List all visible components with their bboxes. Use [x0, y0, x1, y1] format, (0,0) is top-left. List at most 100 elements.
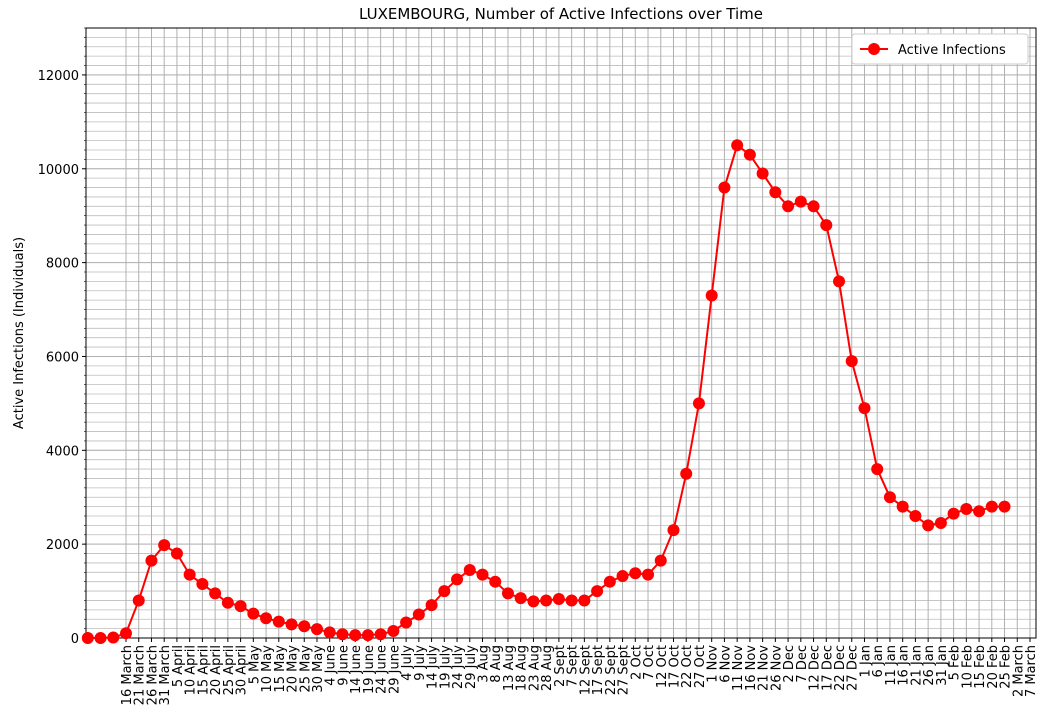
x-tick-label: 25 May — [298, 645, 313, 693]
data-point — [501, 587, 514, 600]
data-point — [629, 567, 642, 580]
data-point — [654, 554, 667, 567]
x-tick-label: 29 June — [387, 645, 402, 694]
data-point — [361, 629, 374, 642]
x-tick-label: 30 May — [311, 645, 326, 693]
x-tick-label: 7 Dec — [795, 645, 810, 683]
x-tick-label: 22 Dec — [833, 645, 848, 691]
y-tick-label: 2000 — [46, 538, 79, 553]
data-point — [794, 195, 807, 208]
data-point — [922, 519, 935, 532]
data-point — [298, 620, 311, 633]
x-tick-label: 18 Aug — [515, 645, 530, 691]
data-point — [209, 587, 222, 600]
x-tick-label: 10 April — [184, 645, 199, 695]
x-tick-label: 12 Sept — [578, 645, 593, 695]
x-tick-label: 5 April — [171, 645, 186, 687]
data-point — [642, 568, 655, 581]
data-point — [387, 624, 400, 637]
data-point — [973, 505, 986, 518]
x-tick-label: 20 May — [286, 645, 301, 693]
data-point — [527, 595, 540, 608]
data-point — [310, 623, 323, 636]
x-tick-label: 2 Sept — [553, 645, 568, 687]
data-point — [858, 402, 871, 415]
x-tick-label: 9 July — [413, 645, 428, 681]
data-point — [247, 607, 260, 620]
data-point — [947, 507, 960, 520]
data-point — [94, 632, 107, 644]
data-point — [412, 608, 425, 621]
x-tick-label: 15 Feb — [973, 645, 988, 689]
x-tick-label: 2 Dec — [782, 645, 797, 683]
x-tick-label: 10 Feb — [960, 645, 975, 689]
legend-marker — [868, 43, 880, 55]
data-point — [998, 500, 1011, 513]
x-tick-label: 17 Sept — [591, 645, 606, 695]
x-tick-label: 16 March — [120, 645, 135, 705]
x-tick-label: 4 June — [324, 645, 339, 686]
y-tick-label: 8000 — [46, 257, 79, 272]
data-point — [400, 616, 413, 629]
x-tick-label: 19 June — [362, 645, 377, 694]
x-tick-label: 5 May — [247, 645, 262, 685]
x-tick-label: 20 Feb — [986, 645, 1001, 689]
chart-title: LUXEMBOURG, Number of Active Infections … — [359, 5, 763, 23]
data-point — [183, 568, 196, 581]
x-tick-label: 12 Dec — [808, 645, 823, 691]
y-axis-label: Active Infections (Individuals) — [12, 237, 27, 429]
data-point — [120, 627, 132, 640]
x-tick-label: 6 Jan — [871, 645, 886, 677]
y-tick-label: 0 — [71, 632, 79, 647]
x-tick-label: 26 Nov — [769, 645, 784, 691]
data-point — [132, 594, 145, 607]
data-point — [960, 502, 973, 515]
data-point — [336, 628, 349, 641]
x-tick-label: 2 March — [1011, 645, 1026, 697]
data-point — [514, 592, 527, 605]
data-point — [845, 355, 858, 368]
data-point — [438, 585, 451, 598]
data-point — [489, 575, 502, 588]
y-tick-label: 6000 — [46, 350, 79, 365]
x-tick-label: 4 July — [400, 645, 415, 681]
legend-box — [851, 33, 1029, 65]
x-tick-label: 27 Dec — [846, 645, 861, 691]
x-tick-label: 16 Nov — [744, 645, 759, 691]
data-point — [221, 596, 234, 609]
plot-frame — [85, 27, 1037, 639]
x-tick-label: 8 Aug — [489, 645, 504, 683]
x-tick-label: 10 May — [260, 645, 275, 693]
data-point — [591, 585, 604, 598]
x-tick-label: 28 Aug — [540, 645, 555, 691]
y-tick-label: 4000 — [46, 444, 79, 459]
data-point — [603, 575, 616, 588]
x-tick-label: 16 Jan — [897, 645, 912, 686]
x-tick-label: 31 March — [158, 645, 173, 705]
data-point — [272, 615, 285, 628]
data-point — [718, 181, 731, 194]
x-tick-label: 26 March — [145, 645, 160, 705]
x-tick-label: 15 May — [273, 645, 288, 693]
x-tick-label: 24 July — [451, 645, 466, 689]
x-tick-label: 24 June — [375, 645, 390, 694]
x-tick-label: 29 July — [464, 645, 479, 689]
data-point — [883, 491, 896, 504]
x-tick-label: 19 July — [438, 645, 453, 689]
x-tick-label: 7 Sept — [566, 645, 581, 687]
data-point — [158, 539, 171, 552]
x-tick-label: 7 Oct — [642, 645, 657, 680]
data-point — [692, 397, 705, 410]
data-point — [463, 563, 476, 576]
data-point — [196, 578, 209, 591]
data-point — [552, 593, 565, 606]
x-tick-label: 22 Sept — [604, 645, 619, 695]
data-point — [349, 629, 362, 642]
x-tick-label: 3 Aug — [477, 645, 492, 683]
x-tick-label: 11 Nov — [731, 645, 746, 691]
data-point — [731, 139, 744, 152]
x-tick-label: 1 Jan — [858, 645, 873, 677]
data-point — [896, 500, 909, 513]
data-point — [807, 200, 820, 213]
data-point — [667, 524, 680, 537]
